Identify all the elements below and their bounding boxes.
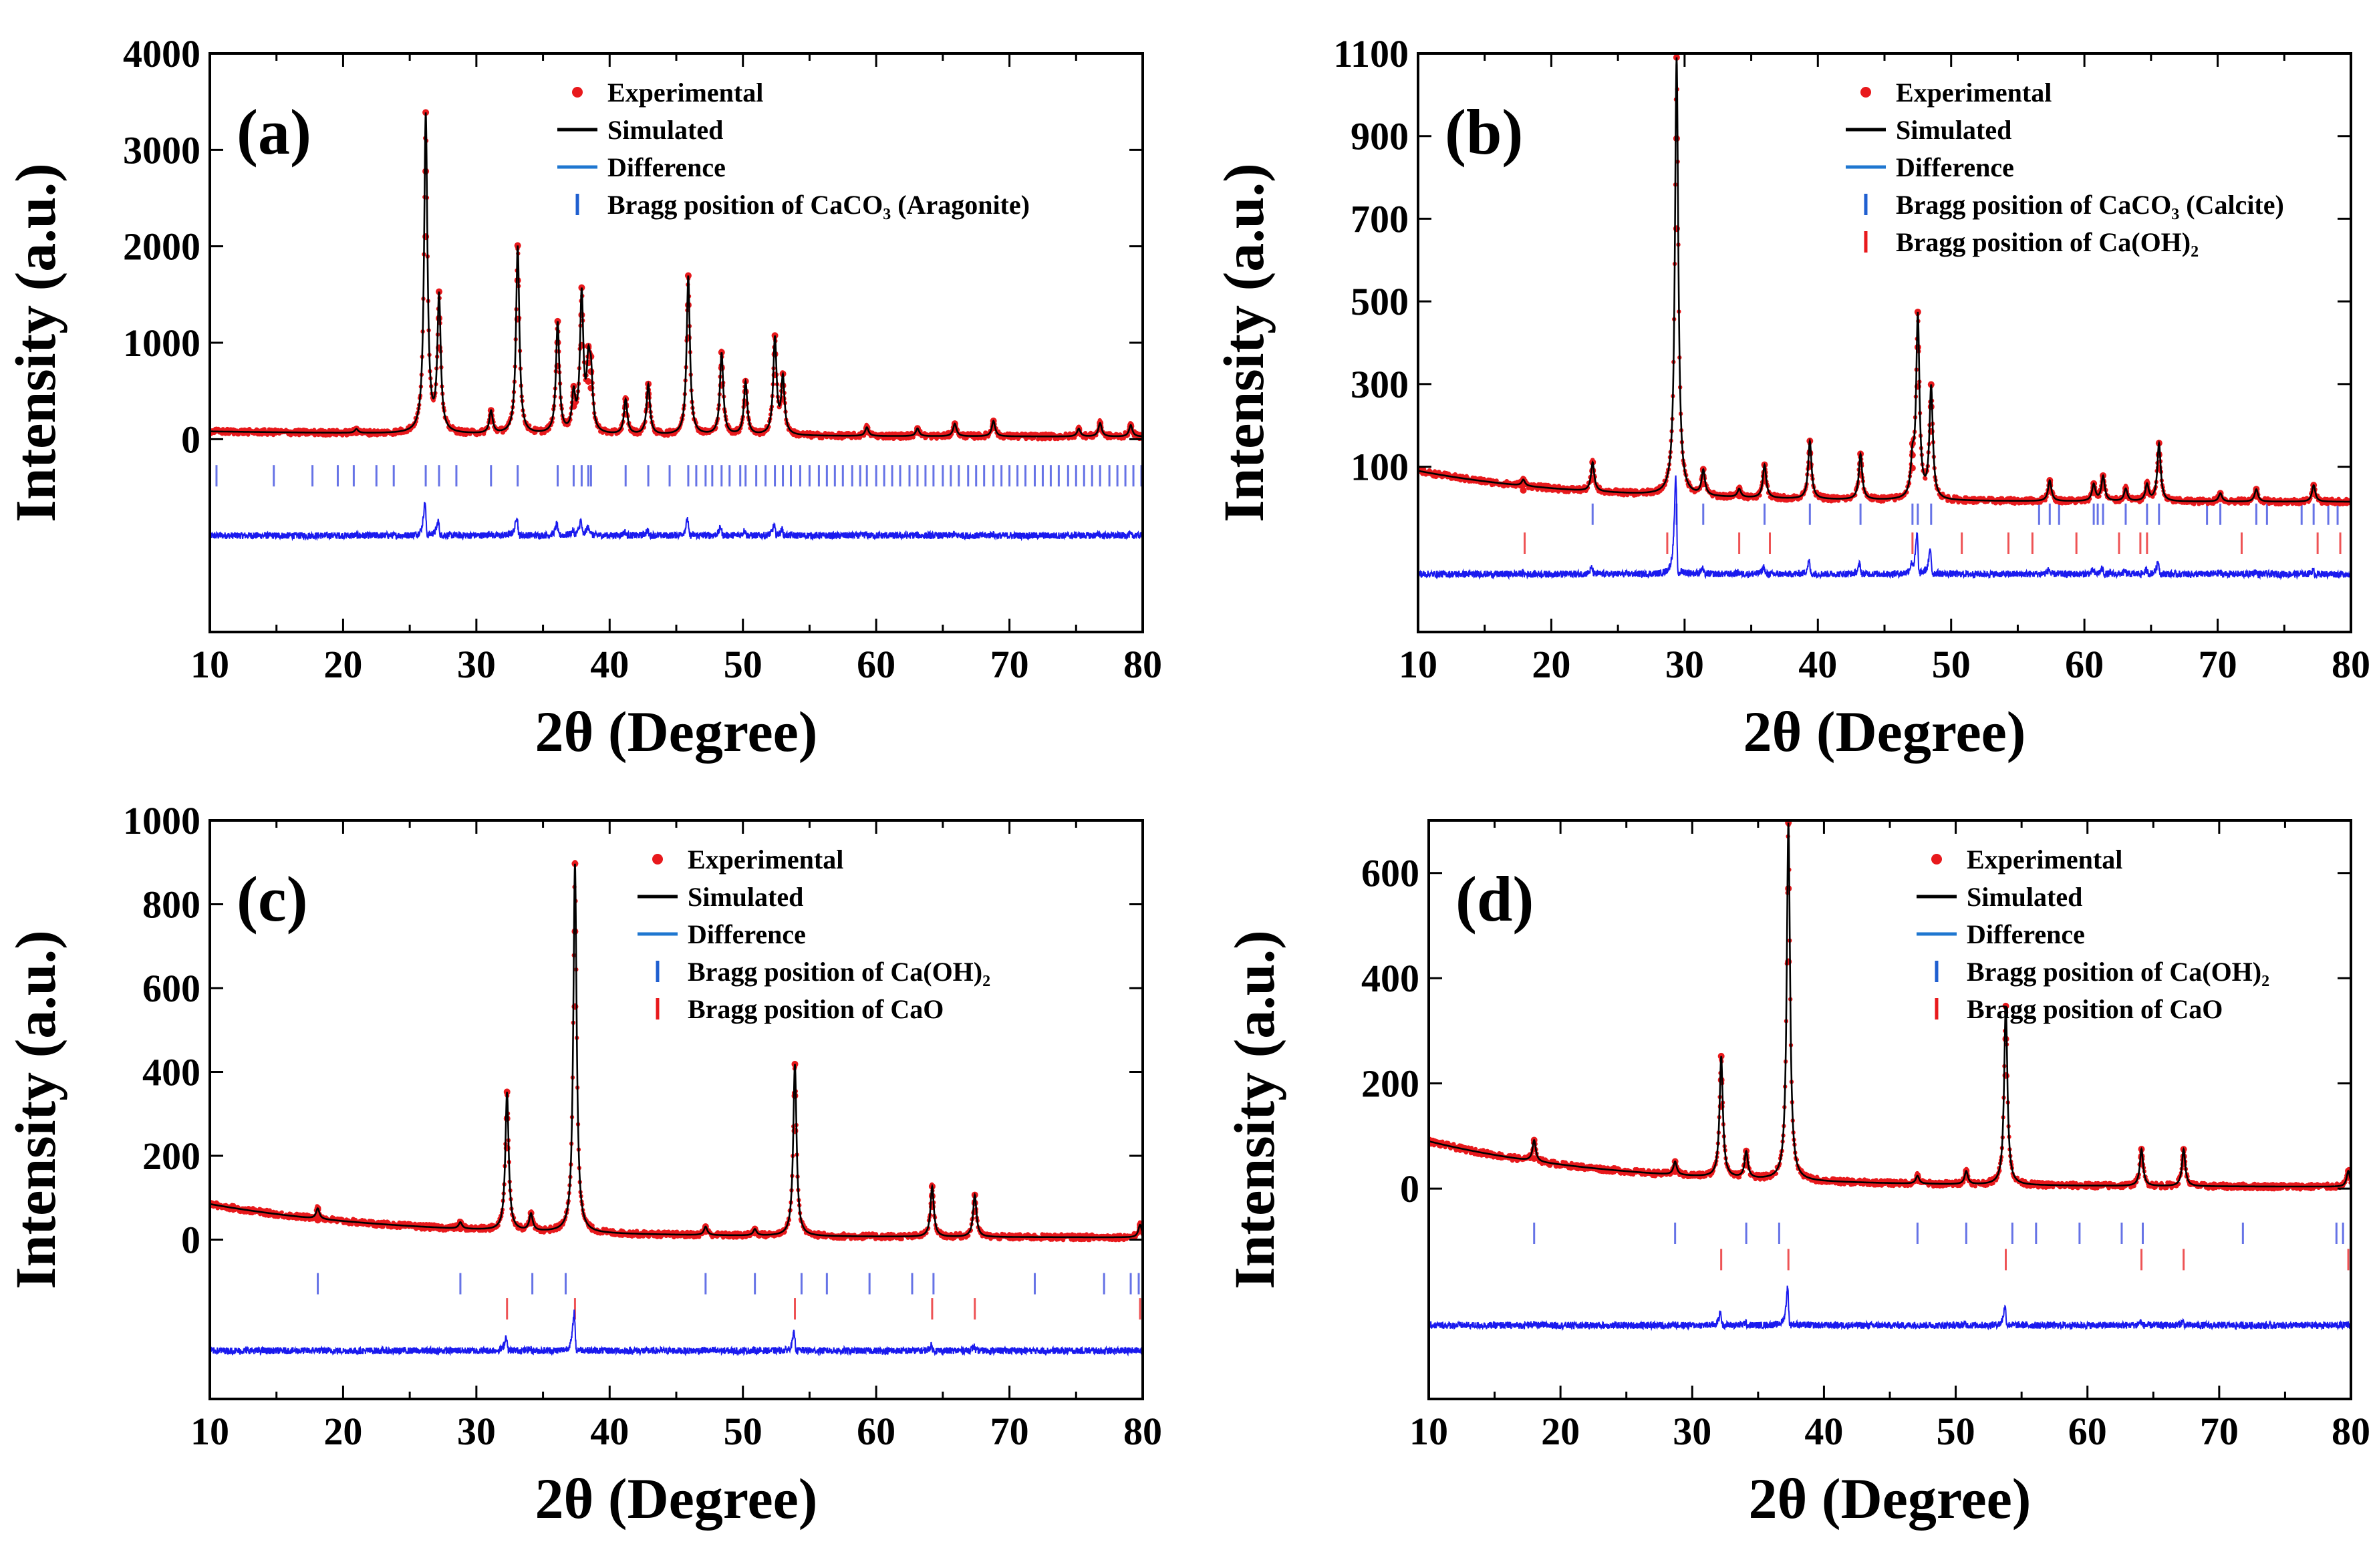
legend-label: Difference <box>607 152 726 182</box>
legend-label: Bragg position of Ca(OH)₂ <box>1896 227 2199 257</box>
bragg-set-1 <box>1591 503 2339 525</box>
panel-a: 10 20 30 40 50 60 70 80 0 1000 2000 3000 4000 2θ (Deg… <box>3 32 1162 764</box>
x-tick-label: 40 <box>590 643 629 686</box>
y-tick-label: 300 <box>1351 363 1409 406</box>
experimental-point <box>1806 450 1814 457</box>
x-tick-label: 70 <box>990 643 1029 686</box>
x-tick-label: 20 <box>323 643 362 686</box>
legend-dot-icon <box>1860 87 1871 98</box>
x-tick-label: 70 <box>2199 643 2237 686</box>
panel-b: 10 20 30 40 50 60 70 80 100 300 500 700 900 1100 2θ (D… <box>1212 32 2370 764</box>
x-tick-label: 40 <box>1798 643 1837 686</box>
y-tick-label: 900 <box>1351 115 1409 158</box>
experimental-point <box>1927 403 1935 410</box>
experimental-point <box>718 364 725 371</box>
plot-area <box>210 109 1143 542</box>
y-tick-label: 4000 <box>123 32 200 75</box>
x-tick-label: 10 <box>190 643 229 686</box>
x-tick-label: 20 <box>1532 643 1570 686</box>
legend-label: Bragg position of CaCO₃ (Aragonite) <box>607 190 1030 220</box>
x-axis-title: 2θ (Degree) <box>1743 699 2026 764</box>
experimental-point <box>1048 436 1053 442</box>
plot-area <box>1418 53 2351 581</box>
legend: Experimental Simulated Difference Bragg pos… <box>1846 77 2284 257</box>
x-tick-label: 80 <box>2332 643 2370 686</box>
experimental-point <box>1520 486 1527 494</box>
y-tick-label: 1100 <box>1333 32 1409 75</box>
y-tick-label: 3000 <box>123 128 200 172</box>
experimental-point <box>1673 135 1680 142</box>
legend-label: Experimental <box>607 77 763 108</box>
bragg-set-2 <box>1524 532 2342 555</box>
legend-label: Bragg position of CaCO₃ (Calcite) <box>1896 190 2284 220</box>
experimental-point <box>982 436 987 441</box>
legend: Experimental Simulated Difference Bragg pos… <box>557 77 1030 220</box>
x-tick-label: 50 <box>1932 643 1971 686</box>
experimental-point <box>672 1235 676 1240</box>
experimental-series <box>1418 53 2351 507</box>
experimental-point <box>684 301 692 309</box>
experimental-point <box>436 315 443 322</box>
legend-label: Difference <box>1896 152 2014 182</box>
experimental-point <box>554 339 561 346</box>
panel-label: (b) <box>1445 96 1523 168</box>
difference-series <box>210 502 1143 542</box>
y-tick-label: 100 <box>1351 446 1409 489</box>
legend-dot-icon <box>572 87 583 98</box>
legend-label: Simulated <box>1896 115 2011 145</box>
plot-frame <box>1417 52 2352 633</box>
y-tick-label: 700 <box>1351 197 1409 241</box>
experimental-point <box>585 378 592 385</box>
y-tick-label: 1000 <box>123 321 200 365</box>
x-tick-label: 30 <box>457 643 496 686</box>
simulated-series <box>210 112 1143 438</box>
x-tick-label: 50 <box>724 643 762 686</box>
legend-label: Experimental <box>1896 77 2052 108</box>
x-axis-title: 2θ (Degree) <box>535 699 818 764</box>
experimental-point <box>1857 460 1864 467</box>
y-tick-label: 0 <box>181 418 200 461</box>
bragg-set-1 <box>215 465 1143 487</box>
x-tick-label: 10 <box>1399 643 1437 686</box>
y-axis-title: Intensity (a.u.) <box>1212 163 1276 522</box>
simulated-series <box>1418 57 2351 503</box>
legend-label: Simulated <box>607 115 723 145</box>
y-tick-label: 2000 <box>123 225 200 269</box>
x-tick-label: 60 <box>857 643 895 686</box>
x-tick-label: 60 <box>2065 643 2104 686</box>
x-tick-label: 80 <box>1123 643 1162 686</box>
x-tick-label: 30 <box>1665 643 1704 686</box>
experimental-point <box>422 168 430 175</box>
experimental-series <box>210 860 1143 1243</box>
y-axis-title: Intensity (a.u.) <box>3 163 67 522</box>
experimental-point <box>578 311 585 319</box>
experimental-point <box>542 430 547 436</box>
panel-label: (a) <box>237 96 311 168</box>
experimental-point <box>1914 343 1921 351</box>
bragg-set-2 <box>506 1298 1141 1320</box>
experimental-point <box>1137 432 1143 436</box>
experimental-point <box>1923 476 1928 481</box>
y-tick-label: 500 <box>1351 280 1409 323</box>
bragg-set-1 <box>317 1273 1140 1295</box>
experimental-point <box>1761 469 1768 476</box>
experimental-point <box>246 432 251 437</box>
experimental-point <box>514 277 521 284</box>
experimental-point <box>1421 467 1427 472</box>
